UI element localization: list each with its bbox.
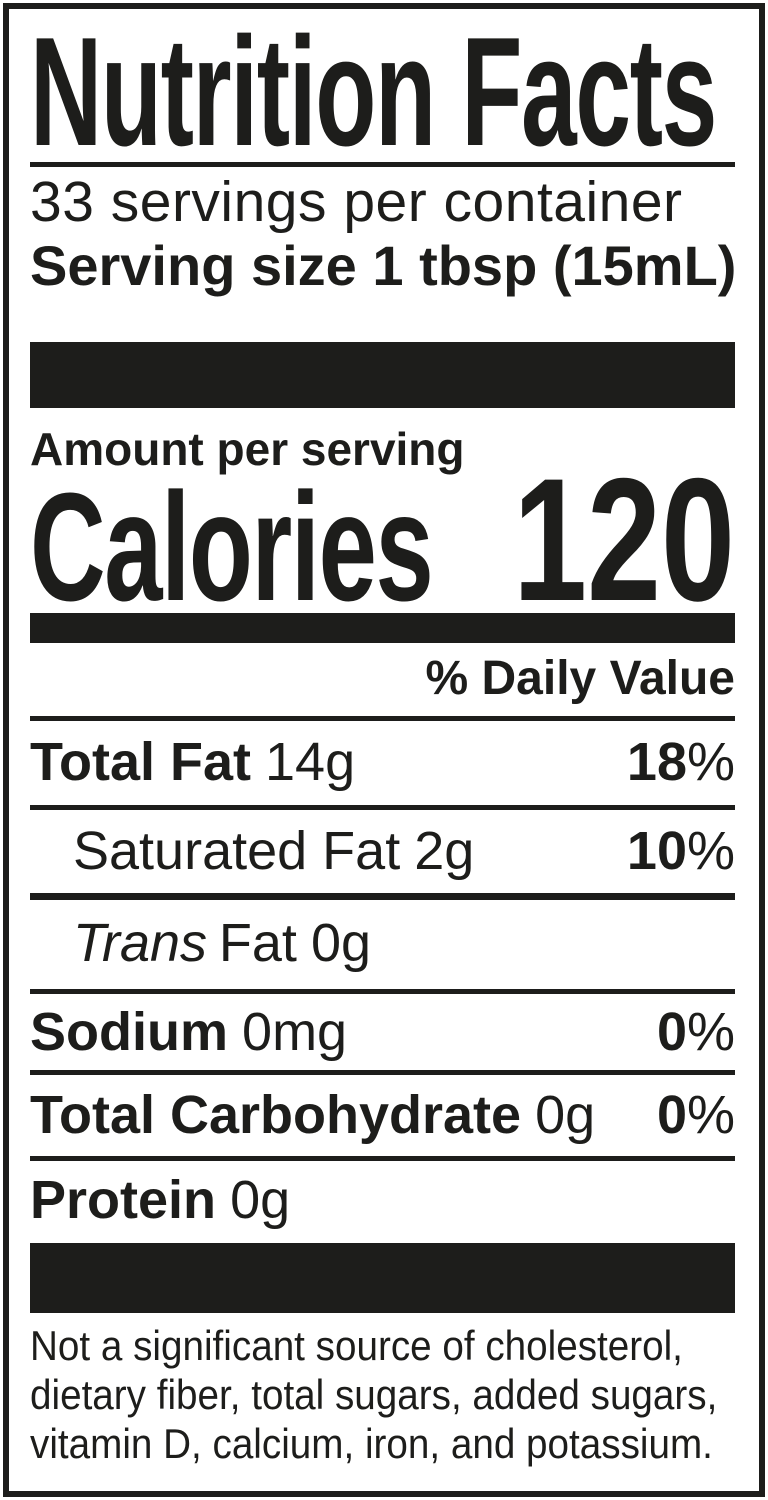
thick-separator-bar-bottom [30, 1243, 735, 1313]
title-divider [30, 162, 735, 167]
nutrient-row-total-carbohydrate: Total Carbohydrate 0g 0% [30, 1088, 735, 1142]
nutrient-row-saturated-fat: Saturated Fat 2g 10% [30, 824, 735, 878]
calories-label: Calories [30, 470, 622, 624]
nutrition-facts-label: Nutrition Facts 33 servings per containe… [3, 3, 765, 1497]
nutrient-name: Total Fat [30, 732, 251, 792]
daily-value-percent: 0% [657, 1088, 735, 1142]
footnote-line: Not a significant source of cholesterol, [30, 1322, 683, 1369]
servings-per-container: 33 servings per container [30, 170, 683, 234]
row-divider [30, 1070, 735, 1075]
daily-value-percent: 0% [657, 1005, 735, 1059]
row-divider [30, 1156, 735, 1161]
nutrient-row-total-fat: Total Fat 14g 18% [30, 735, 735, 789]
nutrient-row-protein: Protein 0g [30, 1173, 735, 1227]
calories-value: 120 [443, 453, 735, 628]
row-divider [30, 805, 735, 810]
amount-per-serving-label: Amount per serving [30, 423, 465, 475]
label-title: Nutrition Facts [30, 14, 768, 169]
nutrient-name: Protein [30, 1170, 217, 1230]
nutrient-row-sodium: Sodium 0mg 0% [30, 1005, 735, 1059]
nutrient-name: Fat [218, 913, 297, 973]
calories-separator-bar [30, 613, 735, 643]
daily-value-number: 10 [626, 821, 687, 881]
footnote-line: dietary fiber, total sugars, added sugar… [30, 1371, 718, 1418]
calories-value-text: 120 [513, 443, 735, 638]
percent-sign: % [686, 1085, 735, 1145]
nutrient-name-italic: Trans [73, 913, 208, 973]
daily-value-number: 0 [656, 1002, 687, 1062]
footnote-line: vitamin D, calcium, iron, and potassium. [30, 1420, 713, 1467]
daily-value-header: % Daily Value [425, 652, 736, 705]
nutrient-amount: 0g [230, 1170, 291, 1230]
footnote: Not a significant source of cholesterol,… [30, 1321, 768, 1468]
nutrient-amount: 0g [535, 1085, 596, 1145]
percent-sign: % [686, 821, 735, 881]
nutrient-amount: 0g [310, 913, 372, 973]
daily-value-number: 0 [656, 1085, 687, 1145]
nutrient-row-trans-fat: Trans Fat 0g [30, 916, 735, 970]
nutrient-amount: 2g [414, 821, 475, 881]
nutrient-amount: 0mg [242, 1002, 348, 1062]
nutrient-name: Sodium [30, 1002, 228, 1062]
daily-value-divider [30, 716, 735, 721]
label-title-text: Nutrition Facts [30, 5, 717, 178]
row-divider [30, 893, 735, 900]
nutrient-name: Total Carbohydrate [30, 1085, 522, 1145]
thick-separator-bar-top [30, 342, 735, 408]
calories-label-text: Calories [30, 461, 434, 633]
daily-value-percent: 18% [627, 735, 735, 789]
daily-value-number: 18 [626, 732, 687, 792]
percent-sign: % [686, 1002, 735, 1062]
percent-sign: % [686, 732, 735, 792]
daily-value-percent: 10% [627, 824, 735, 878]
nutrient-amount: 14g [265, 732, 356, 792]
row-divider [30, 989, 735, 994]
serving-size: Serving size 1 tbsp (15mL) [30, 234, 737, 297]
nutrient-name: Saturated Fat [73, 821, 401, 881]
